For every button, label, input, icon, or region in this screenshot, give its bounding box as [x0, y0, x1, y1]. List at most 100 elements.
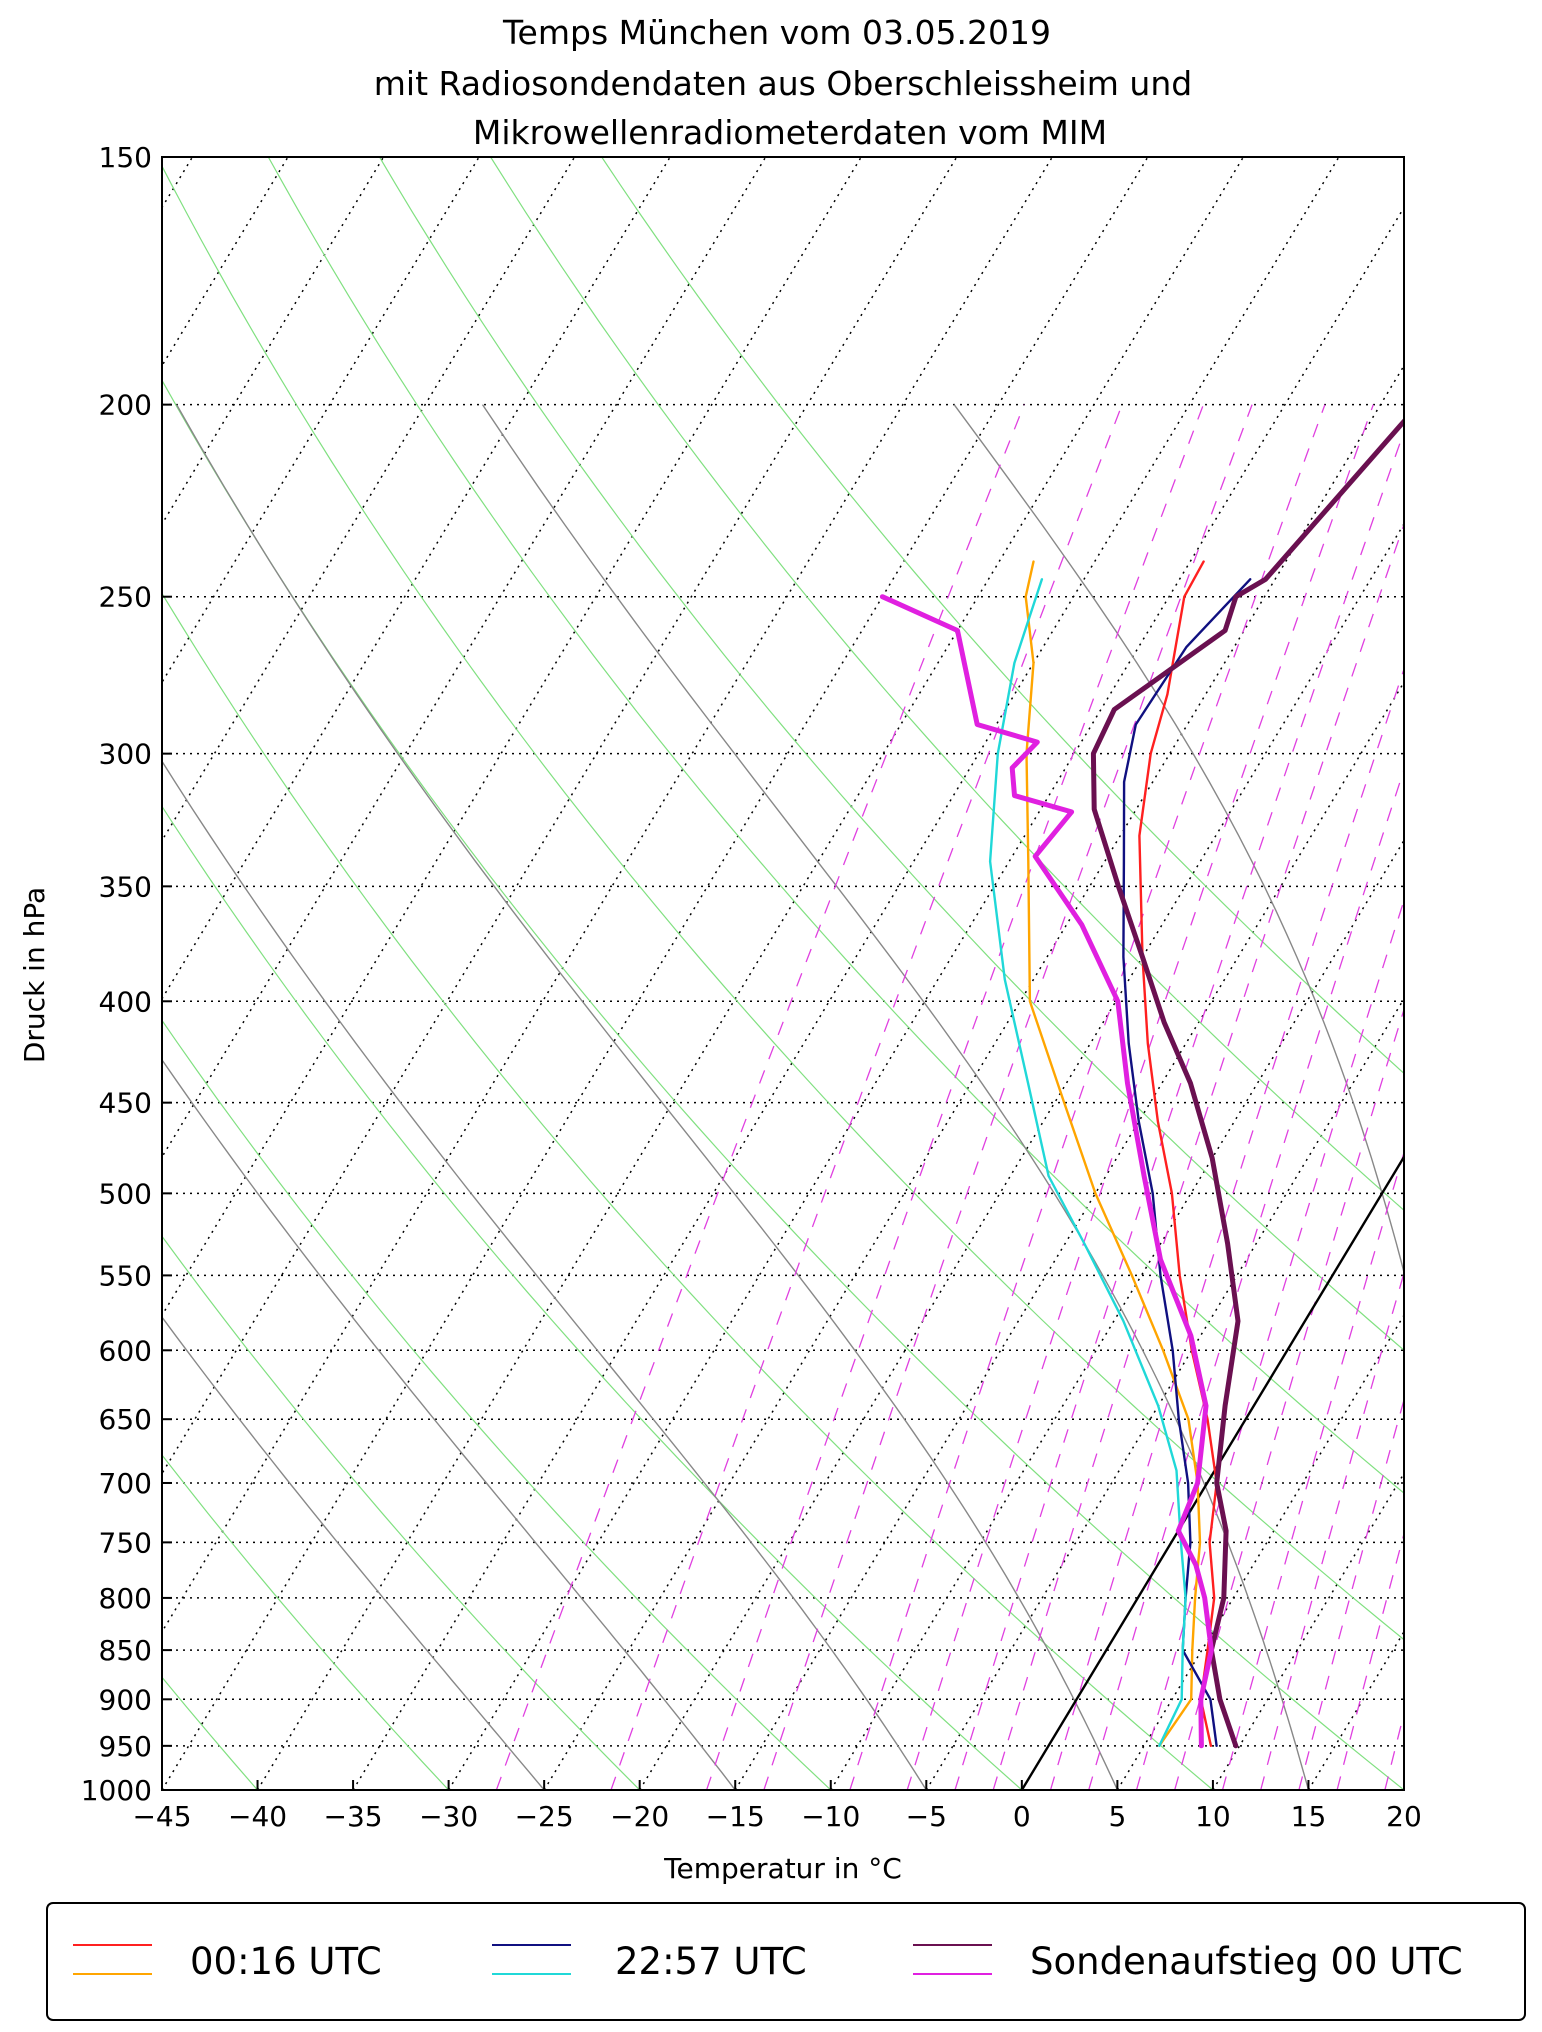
x-tick-label: −45	[132, 1800, 191, 1833]
mixing-ratio--27.5	[495, 404, 1025, 1790]
y-tick-label: 400	[99, 985, 152, 1018]
isotherm--25	[543, 364, 1404, 1790]
plot-area	[162, 157, 1404, 1790]
dry-adiabat-60	[490, 157, 1404, 1212]
y-tick-label: 950	[99, 1730, 152, 1763]
y-tick-label: 550	[99, 1259, 152, 1292]
isotherm--75	[162, 157, 576, 842]
x-tick-label: 0	[1013, 1800, 1031, 1833]
mixing-ratio--3.5	[954, 429, 1404, 1790]
dry-adiabat-50	[378, 157, 1404, 1351]
series-4-dewpoint	[988, 578, 1187, 1747]
moist-adiabat--15	[162, 1058, 736, 1790]
mixing-ratio-14.5	[1298, 1397, 1404, 1790]
mixing-ratio-lines	[495, 404, 1404, 1790]
isotherm-grid	[162, 157, 1404, 1790]
x-tick-label: −5	[906, 1800, 947, 1833]
series-6-dewpoint	[879, 594, 1214, 1749]
series-2-dewpoint	[1024, 560, 1202, 1747]
moist-adiabat-5	[175, 404, 1119, 1790]
isotherm--60	[162, 157, 862, 1317]
isotherm--20	[639, 522, 1404, 1790]
mixing-ratio--9	[849, 404, 1326, 1790]
plot-frame	[161, 156, 1405, 1791]
y-tick-label: 650	[99, 1403, 152, 1436]
legend-label-22-57: 22:57 UTC	[615, 1940, 807, 1983]
mixing-ratio-19	[1384, 1710, 1404, 1790]
y-tick-label: 350	[99, 870, 152, 903]
legend: 00:16 UTC 22:57 UTC Sondenaufstieg 00 UT…	[46, 1902, 1526, 2021]
x-tick-label: −10	[801, 1800, 860, 1833]
y-tick-label: 800	[99, 1582, 152, 1615]
mixing-ratio--16.5	[705, 404, 1205, 1790]
isotherm--35	[352, 157, 1340, 1790]
isotherm--40	[256, 157, 1245, 1790]
dry-adiabat-40	[267, 157, 1404, 1494]
dry-adiabat-70	[601, 157, 1404, 1075]
legend-label-sonde: Sondenaufstieg 00 UTC	[1030, 1940, 1463, 1983]
mixing-ratio-6	[1135, 898, 1404, 1790]
dry-adiabat--30	[162, 1454, 450, 1790]
moist-adiabat-15	[481, 404, 1310, 1790]
isotherm-20	[1403, 1788, 1404, 1790]
x-tick-label: −30	[419, 1800, 478, 1833]
dry-adiabats	[162, 157, 1404, 1790]
y-tick-label: 700	[99, 1467, 152, 1500]
mixing-ratio-16.5	[1336, 1531, 1404, 1790]
title-line-3: Mikrowellenradiometerdaten vom MIM	[473, 113, 1107, 152]
title-line-1: Temps München vom 03.05.2019	[502, 13, 1051, 52]
chart-title: Temps München vom 03.05.2019 mit Radioso…	[374, 13, 1192, 152]
isotherm--30	[447, 206, 1404, 1790]
x-axis-ticks: −45 −40 −35 −30 −25 −20 −15 −10 −5 0 5 10 15 20	[132, 1780, 1422, 1833]
x-tick-label: 20	[1386, 1800, 1422, 1833]
mixing-ratio-12.5	[1260, 1270, 1404, 1790]
isotherm--70	[162, 157, 671, 1001]
y-tick-label: 300	[99, 738, 152, 771]
legend-label-00-16: 00:16 UTC	[190, 1940, 382, 1983]
y-tick-label: 850	[99, 1634, 152, 1667]
x-axis-label: Temperatur in °C	[663, 1852, 902, 1885]
y-tick-label: 250	[99, 581, 152, 614]
data-series	[879, 417, 1404, 1749]
y-axis-label: Druck in hPa	[18, 887, 51, 1063]
moist-adiabat-25	[953, 404, 1404, 1276]
moist-adiabat--25	[162, 1315, 545, 1790]
mixing-ratio--21.5	[610, 404, 1123, 1790]
dry-adiabat-0	[162, 805, 1023, 1790]
x-tick-label: 5	[1108, 1800, 1126, 1833]
isotherm--65	[162, 157, 767, 1159]
zero-isotherm	[1020, 1154, 1404, 1790]
series-1-temperature	[1138, 560, 1218, 1747]
isotherm-10	[1212, 1472, 1404, 1790]
dry-adiabat--10	[162, 1019, 832, 1790]
dry-adiabat--20	[162, 1235, 641, 1790]
isotherm--85	[162, 157, 385, 526]
isotherm--50	[162, 157, 1053, 1634]
isotherm-15	[1307, 1630, 1404, 1790]
legend-box	[46, 1902, 1526, 2021]
zero-isotherm-line	[1020, 1154, 1404, 1790]
isotherm--15	[734, 680, 1404, 1790]
y-tick-label: 600	[99, 1334, 152, 1367]
x-tick-label: −40	[228, 1800, 287, 1833]
mixing-ratio-8	[1174, 1007, 1404, 1790]
moist-adiabat--5	[162, 760, 927, 1790]
y-tick-label: 750	[99, 1526, 152, 1559]
mixing-ratio--13.5	[763, 404, 1253, 1790]
isotherm--45	[162, 157, 1149, 1790]
mixing-ratio-3.5	[1088, 767, 1404, 1790]
dry-adiabat-30	[162, 164, 1404, 1641]
x-tick-label: 10	[1195, 1800, 1231, 1833]
dry-adiabat-20	[162, 379, 1404, 1790]
y-tick-label: 150	[99, 141, 152, 174]
mixing-ratio-10.5	[1221, 1150, 1404, 1790]
y-tick-label: 500	[99, 1177, 152, 1210]
x-tick-label: −15	[706, 1800, 765, 1833]
mixing-ratio-1.5	[1049, 667, 1404, 1790]
y-tick-label: 1000	[81, 1774, 152, 1807]
dry-adiabat-10	[162, 592, 1214, 1790]
x-tick-label: −20	[610, 1800, 669, 1833]
isotherm--10	[830, 839, 1404, 1790]
moist-adiabats	[162, 404, 1404, 1790]
